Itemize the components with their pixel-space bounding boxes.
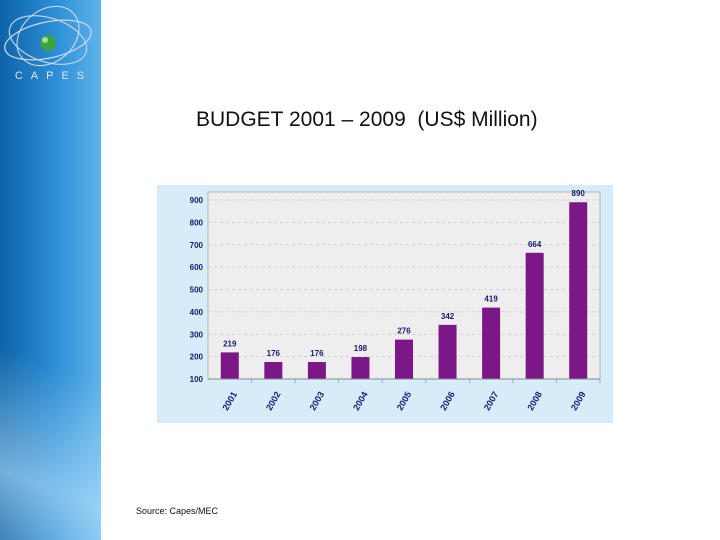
bar: [395, 339, 413, 379]
bar: [482, 307, 501, 379]
x-tick-label: 2001: [220, 390, 239, 412]
bar: [307, 361, 326, 379]
data-label: 198: [354, 344, 368, 353]
bar: [351, 357, 370, 379]
slide-title: BUDGET 2001 – 2009 (US$ Million): [196, 108, 538, 131]
logo-text: CAPES: [14, 70, 93, 82]
chart-panel: 100 200 300 400 500 600 700 800 900 2001 2002 2003 2…: [157, 185, 613, 423]
data-label: 276: [397, 327, 411, 336]
y-tick-label: 100: [190, 375, 204, 384]
y-tick-label: 400: [190, 308, 204, 317]
data-label: 890: [572, 189, 586, 198]
bar: [438, 324, 457, 379]
x-tick-label: 2005: [395, 390, 414, 412]
sidebar-decoration: CAPES: [0, 0, 101, 540]
capes-logo-icon: [4, 5, 92, 67]
data-label: 419: [484, 295, 498, 304]
x-tick-label: 2004: [351, 390, 370, 412]
data-label: 664: [528, 240, 542, 249]
x-tick-label: 2008: [525, 390, 544, 412]
y-tick-label: 700: [190, 241, 204, 250]
y-tick-label: 500: [190, 286, 204, 295]
x-tick-label: 2006: [438, 390, 457, 412]
data-label: 342: [441, 312, 455, 321]
bar: [220, 352, 239, 379]
source-note: Source: Capes/MEC: [136, 506, 219, 516]
y-tick-label: 900: [190, 196, 204, 205]
x-tick-label: 2007: [482, 390, 501, 412]
data-label: 219: [223, 339, 237, 348]
y-tick-label: 200: [190, 353, 204, 362]
bar: [264, 361, 283, 379]
bar: [525, 252, 544, 379]
y-tick-label: 600: [190, 263, 204, 272]
budget-bar-chart: 100 200 300 400 500 600 700 800 900 2001 2002 2003 2…: [190, 189, 601, 412]
bar: [569, 202, 588, 379]
y-tick-label: 300: [190, 330, 204, 339]
y-tick-label: 800: [190, 218, 204, 227]
sidebar-glow: [0, 300, 101, 540]
x-tick-label: 2009: [569, 390, 588, 412]
data-label: 176: [267, 349, 281, 358]
x-tick-label: 2002: [264, 390, 283, 412]
data-label: 176: [310, 349, 324, 358]
x-tick-label: 2003: [308, 390, 327, 412]
